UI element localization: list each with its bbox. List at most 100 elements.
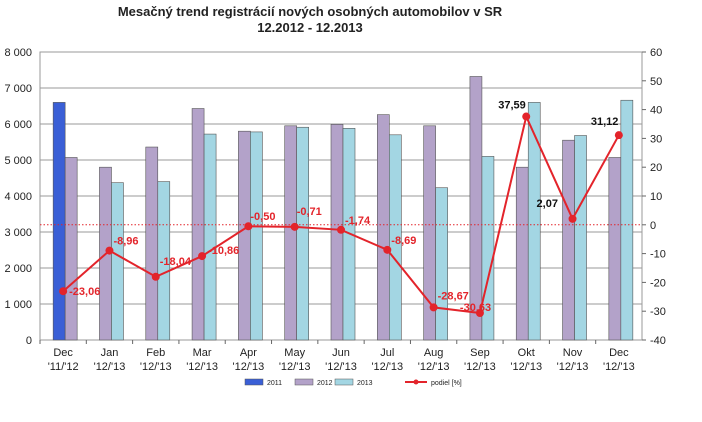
share-data-label: -8,96 xyxy=(113,236,138,248)
x-tick-label-period: '12/'13 xyxy=(371,361,403,373)
y-right-tick-label: 0 xyxy=(650,220,656,232)
bar-2012 xyxy=(562,139,575,341)
y-right-tick-label: -20 xyxy=(650,277,666,289)
legend-label: 2013 xyxy=(357,380,373,387)
share-data-label: -0,50 xyxy=(250,211,275,223)
y-right-tick-label: 50 xyxy=(650,76,662,88)
y-right-tick-label: 20 xyxy=(650,162,662,174)
share-point xyxy=(105,246,114,255)
x-tick-label-month: Jun xyxy=(332,347,350,359)
x-tick-label-month: Jan xyxy=(101,347,119,359)
legend: 2011 2012 2013 podiel [%] xyxy=(244,378,462,387)
bar-2013 xyxy=(574,135,587,341)
y-left-tick-label: 1 000 xyxy=(4,299,32,311)
bar-2012 xyxy=(377,114,390,341)
legend-swatch-2011 xyxy=(244,378,264,386)
share-point xyxy=(198,252,207,261)
bar-2012 xyxy=(238,130,251,341)
y-left-tick-label: 2 000 xyxy=(4,263,32,275)
share-point xyxy=(244,222,253,231)
legend-label: podiel [%] xyxy=(431,380,462,387)
bar-2011 xyxy=(52,102,66,341)
x-tick-label-month: Feb xyxy=(146,347,165,359)
x-tick-label-period: '12/'13 xyxy=(418,361,450,373)
y-left-tick-label: 6 000 xyxy=(4,119,32,131)
bar-2013 xyxy=(157,181,171,341)
share-point xyxy=(383,245,392,254)
share-data-label: 31,12 xyxy=(591,116,619,128)
legend-label: 2011 xyxy=(267,380,282,387)
bar-2012 xyxy=(515,166,529,341)
x-tick-label-period: '12/'13 xyxy=(279,361,311,373)
bar-2013 xyxy=(250,131,263,341)
x-tick-label-period: '12/'13 xyxy=(510,361,542,373)
x-tick-label-month: Mar xyxy=(193,347,212,359)
x-tick-label-period: '12/'13 xyxy=(464,361,496,373)
bars xyxy=(52,76,634,341)
bar-2012 xyxy=(145,146,159,341)
x-tick-label-month: May xyxy=(284,347,305,359)
x-tick-label-period: '12/'13 xyxy=(186,361,218,373)
bar-2013 xyxy=(111,182,124,341)
share-line: -23,06 -8,96 -18,04 -10,86 -0,50 -0,71 -1,74 -8… xyxy=(59,100,623,318)
legend-label: 2012 xyxy=(317,380,333,387)
share-data-label: -30,63 xyxy=(460,302,491,314)
x-tick-label-period: '12/'13 xyxy=(233,361,265,373)
share-data-label: 37,59 xyxy=(498,100,526,112)
x-tick-label-period: '12/'13 xyxy=(140,361,172,373)
share-point xyxy=(337,225,345,234)
share-point xyxy=(568,214,577,223)
y-left-tick-label: 4 000 xyxy=(4,191,32,203)
x-tick-label-month: Sep xyxy=(470,347,490,359)
x-tick-label-month: Apr xyxy=(240,347,257,359)
x-tick-label-period: '12/'13 xyxy=(603,361,635,373)
bar-2012 xyxy=(284,125,297,341)
legend-marker xyxy=(413,379,419,385)
x-tick-label-month: Nov xyxy=(563,347,583,359)
share-point xyxy=(429,303,438,312)
axes: 0 1 000 2 000 3 000 4 000 5 000 6 000 7 000 8 00… xyxy=(4,47,665,373)
y-left-tick-label: 5 000 xyxy=(4,155,32,167)
y-left-tick-label: 3 000 xyxy=(4,227,32,239)
bar-2013 xyxy=(435,187,448,341)
share-data-label: -28,67 xyxy=(438,290,469,302)
bar-2012 xyxy=(191,108,205,341)
y-left-tick-label: 0 xyxy=(26,335,32,347)
x-tick-label-period: '11/'12 xyxy=(48,361,79,373)
y-left-tick-label: 7 000 xyxy=(4,83,32,95)
y-right-tick-label: 40 xyxy=(650,105,662,117)
legend-swatch-2012 xyxy=(294,378,314,386)
y-right-tick-label: -10 xyxy=(650,249,666,261)
share-data-label: 2,07 xyxy=(537,198,558,210)
y-right-tick-label: 60 xyxy=(650,47,662,59)
y-left-tick-label: 8 000 xyxy=(4,47,32,59)
bar-2013 xyxy=(527,102,541,341)
x-tick-label-period: '12/'13 xyxy=(94,361,126,373)
share-data-label: -8,69 xyxy=(391,235,416,247)
share-point xyxy=(522,112,531,121)
share-point xyxy=(151,272,160,281)
bar-2012 xyxy=(64,157,78,341)
x-tick-label-month: Aug xyxy=(424,347,444,359)
share-point xyxy=(614,131,623,140)
y-right-tick-label: 10 xyxy=(650,191,662,203)
bar-2013 xyxy=(203,133,217,341)
x-tick-label-period: '12/'13 xyxy=(325,361,357,373)
share-point xyxy=(290,222,299,231)
share-data-label: -0,71 xyxy=(297,206,322,218)
x-tick-label-month: Okt xyxy=(518,347,535,359)
bar-2012 xyxy=(469,76,483,341)
y-right-tick-label: -40 xyxy=(650,335,666,347)
bar-2013 xyxy=(389,134,402,341)
share-data-label: -23,06 xyxy=(69,286,100,298)
y-right-tick-label: 30 xyxy=(650,133,662,145)
share-data-label: -10,86 xyxy=(208,245,239,257)
share-data-label: -1,74 xyxy=(345,215,371,227)
x-tick-label-period: '12/'13 xyxy=(557,361,589,373)
chart-title: Mesačný trend registrácií nových osobnýc… xyxy=(118,4,503,19)
bar-2013 xyxy=(296,126,309,341)
y-right-tick-label: -30 xyxy=(650,306,666,318)
legend-swatch-2013 xyxy=(334,378,354,386)
x-tick-label-month: Dec xyxy=(609,347,629,359)
